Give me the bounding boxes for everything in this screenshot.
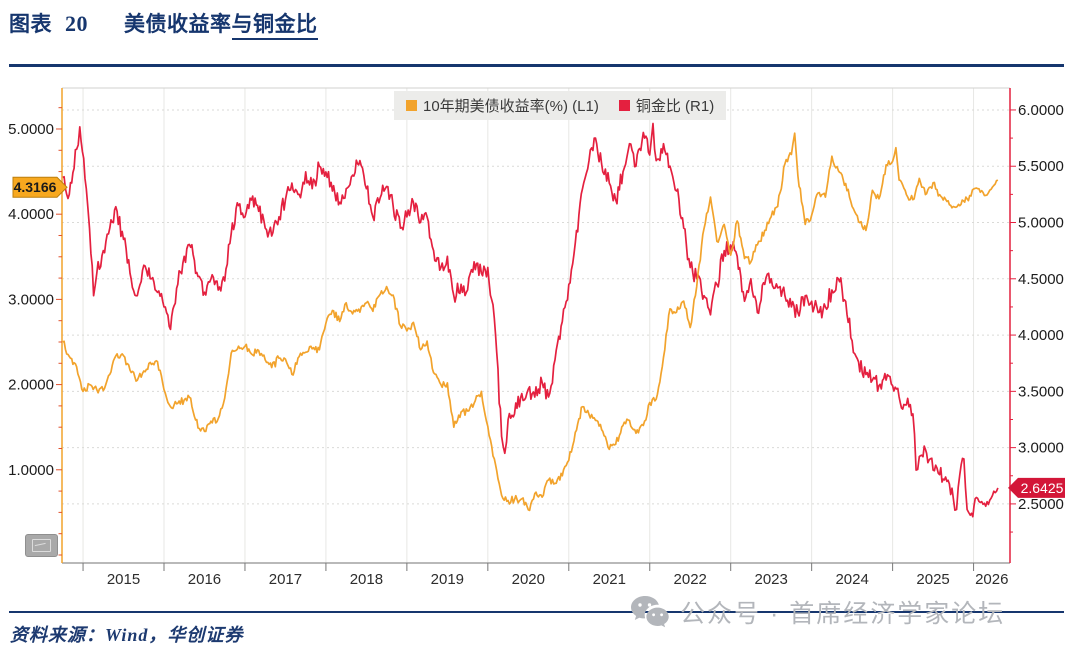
legend-swatch-orange-icon bbox=[406, 100, 417, 111]
right-axis-tick-label: 2.5000 bbox=[1018, 496, 1064, 513]
left-axis-tick-label: 1.0000 bbox=[8, 462, 54, 479]
legend-item-copper-gold: 铜金比 (R1) bbox=[618, 95, 715, 116]
right-axis-tick-label: 3.5000 bbox=[1018, 383, 1064, 400]
last-value-badge-left: 4.3166 bbox=[12, 176, 68, 198]
x-axis-tick-label: 2023 bbox=[754, 571, 787, 588]
legend-label-copper-gold: 铜金比 (R1) bbox=[635, 98, 715, 115]
x-axis-tick-label: 2015 bbox=[107, 571, 140, 588]
svg-text:2.6425: 2.6425 bbox=[1021, 480, 1064, 496]
x-axis-tick-label: 2025 bbox=[916, 571, 949, 588]
figure-title-text: 美债收益率 bbox=[124, 13, 232, 36]
footer-divider bbox=[9, 611, 1064, 613]
header-divider bbox=[9, 64, 1064, 67]
left-axis-tick-label: 5.0000 bbox=[8, 121, 54, 138]
series-line-us10y bbox=[62, 132, 999, 512]
x-axis-tick-label: 2019 bbox=[431, 571, 464, 588]
left-axis-tick-label: 3.0000 bbox=[8, 291, 54, 308]
figure-label: 图表 bbox=[9, 13, 52, 36]
x-axis-tick-label: 2017 bbox=[269, 571, 302, 588]
watermark: 公众号 · 首席经济学家论坛 bbox=[630, 594, 1005, 630]
left-axis-tick-label: 4.0000 bbox=[8, 206, 54, 223]
right-axis-tick-label: 6.0000 bbox=[1018, 102, 1064, 119]
svg-text:4.3166: 4.3166 bbox=[14, 179, 57, 195]
chart-restore-button[interactable] bbox=[25, 534, 58, 557]
mini-chart-icon bbox=[32, 539, 51, 552]
chart-legend: 10年期美债收益率(%) (L1) 铜金比 (R1) bbox=[394, 91, 727, 120]
x-axis-tick-label: 2016 bbox=[188, 571, 221, 588]
x-axis-tick-label: 2020 bbox=[512, 571, 545, 588]
x-axis-tick-label: 2026 bbox=[975, 571, 1008, 588]
legend-item-us10y: 10年期美债收益率(%) (L1) bbox=[406, 95, 599, 116]
axes bbox=[56, 88, 1016, 571]
x-axis-tick-label: 2021 bbox=[593, 571, 626, 588]
legend-label-us10y: 10年期美债收益率(%) (L1) bbox=[423, 98, 599, 115]
wechat-icon bbox=[631, 596, 669, 628]
legend-swatch-red-icon bbox=[618, 100, 630, 111]
gridlines bbox=[62, 87, 1010, 563]
x-axis-tick-label: 2018 bbox=[350, 571, 383, 588]
right-axis-tick-label: 5.0000 bbox=[1018, 215, 1064, 232]
right-axis-tick-label: 3.0000 bbox=[1018, 440, 1064, 457]
axis-labels: 1.0000 2.0000 3.0000 4.0000 5.0000 2.5000 3.00… bbox=[8, 102, 1064, 588]
source-note: 资料来源：Wind，华创证券 bbox=[10, 625, 244, 645]
x-axis-tick-label: 2022 bbox=[674, 571, 707, 588]
right-axis-tick-label: 4.0000 bbox=[1018, 327, 1064, 344]
watermark-text: 公众号 · 首席经济学家论坛 bbox=[680, 600, 1006, 628]
series-line-copper-gold bbox=[62, 122, 999, 518]
figure-title-underlined: 与铜金比 bbox=[231, 13, 318, 40]
last-value-badge-right: 2.6425 bbox=[1008, 477, 1065, 498]
left-axis-tick-label: 2.0000 bbox=[8, 377, 54, 394]
figure-title: 图表 20 美债收益率与铜金比 bbox=[9, 8, 318, 40]
right-axis-tick-label: 5.5000 bbox=[1018, 158, 1064, 175]
figure-number: 20 bbox=[65, 11, 88, 36]
x-axis-tick-label: 2024 bbox=[835, 571, 868, 588]
right-axis-tick-label: 4.5000 bbox=[1018, 271, 1064, 288]
